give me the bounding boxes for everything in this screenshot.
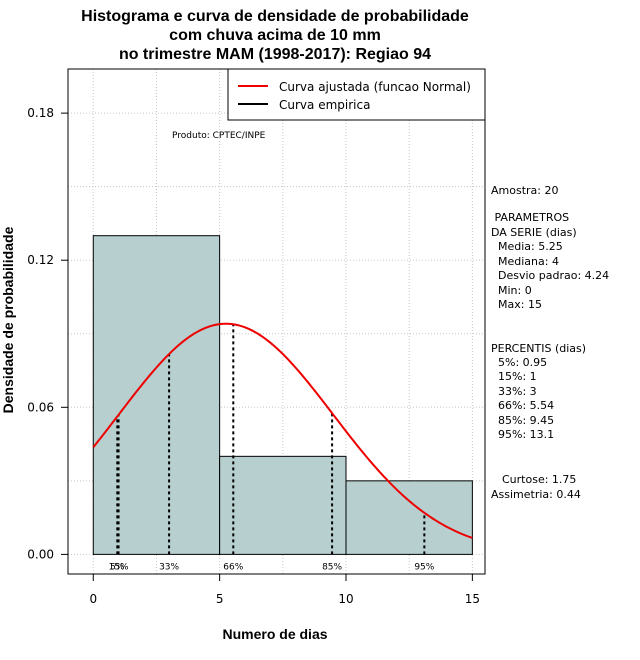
percentis-title: PERCENTIS (dias): [491, 342, 586, 355]
parametros-title-2: DA SERIE (dias): [491, 226, 577, 239]
chart-title-line-1: Histograma e curva de densidade de proba…: [81, 8, 469, 25]
percentil-85: 85%: 9.45: [498, 414, 554, 427]
normal-curve-line: [92, 322, 473, 539]
sample-size: Amostra: 20: [491, 184, 558, 197]
histogram-bar-1: [92, 235, 221, 555]
assimetria: Assimetria: 0.44: [491, 488, 581, 501]
percentile-label-6: 95%: [414, 562, 434, 572]
legend-label-normal: Curva ajustada (funcao Normal): [279, 80, 471, 94]
y-axis-title: Densidade de probabilidade: [0, 226, 16, 413]
percentile-label-2: 15%: [109, 562, 129, 572]
percentile-lines: 5%15% 33% 66% 85% 95%: [109, 324, 435, 572]
histogram-bars: [92, 235, 473, 555]
percentile-label-5: 85%: [322, 562, 342, 572]
y-tick-label: 0.18: [27, 106, 54, 120]
chart-title-line-3: no trimestre MAM (1998-2017): Regiao 94: [119, 46, 431, 63]
param-mediana: Mediana: 4: [498, 255, 559, 268]
x-tick-label: 0: [89, 592, 97, 606]
percentil-95: 95%: 13.1: [498, 428, 554, 441]
param-desvio: Desvio padrao: 4.24: [498, 269, 609, 282]
legend: Curva ajustada (funcao Normal) Curva emp…: [227, 68, 486, 121]
legend-label-empirical: Curva empirica: [279, 98, 370, 112]
percentil-5: 5%: 0.95: [498, 356, 547, 369]
histogram-bar-2: [219, 455, 347, 555]
curtose: Curtose: 1.75: [502, 473, 576, 486]
param-min: Min: 0: [498, 284, 532, 297]
x-tick-label: 15: [465, 592, 480, 606]
y-tick-label: 0.06: [27, 400, 54, 414]
histogram-bar-3: [345, 480, 473, 555]
y-tick-label: 0.00: [27, 547, 54, 561]
percentil-15: 15%: 1: [498, 370, 537, 383]
y-tick-label: 0.12: [27, 253, 54, 267]
percentile-label-4: 66%: [223, 562, 243, 572]
percentil-66: 66%: 5.54: [498, 399, 554, 412]
x-axis-title: Numero de dias: [222, 626, 327, 642]
chart-title-line-2: com chuva acima de 10 mm: [169, 27, 381, 44]
x-tick-label: 5: [216, 592, 224, 606]
product-label: Produto: CPTEC/INPE: [172, 131, 266, 141]
param-media: Media: 5.25: [498, 240, 563, 253]
density-curves: [92, 322, 473, 539]
percentile-label-3: 33%: [159, 562, 179, 572]
side-statistics: Amostra: 20 PARAMETROS DA SERIE (dias) M…: [491, 184, 609, 501]
parametros-title-1: PARAMETROS: [491, 211, 569, 224]
param-max: Max: 15: [498, 298, 542, 311]
legend-box: [227, 68, 486, 121]
percentile-label-1: 5%: [110, 562, 125, 572]
percentil-33: 33%: 3: [498, 385, 537, 398]
x-tick-label: 10: [338, 592, 353, 606]
